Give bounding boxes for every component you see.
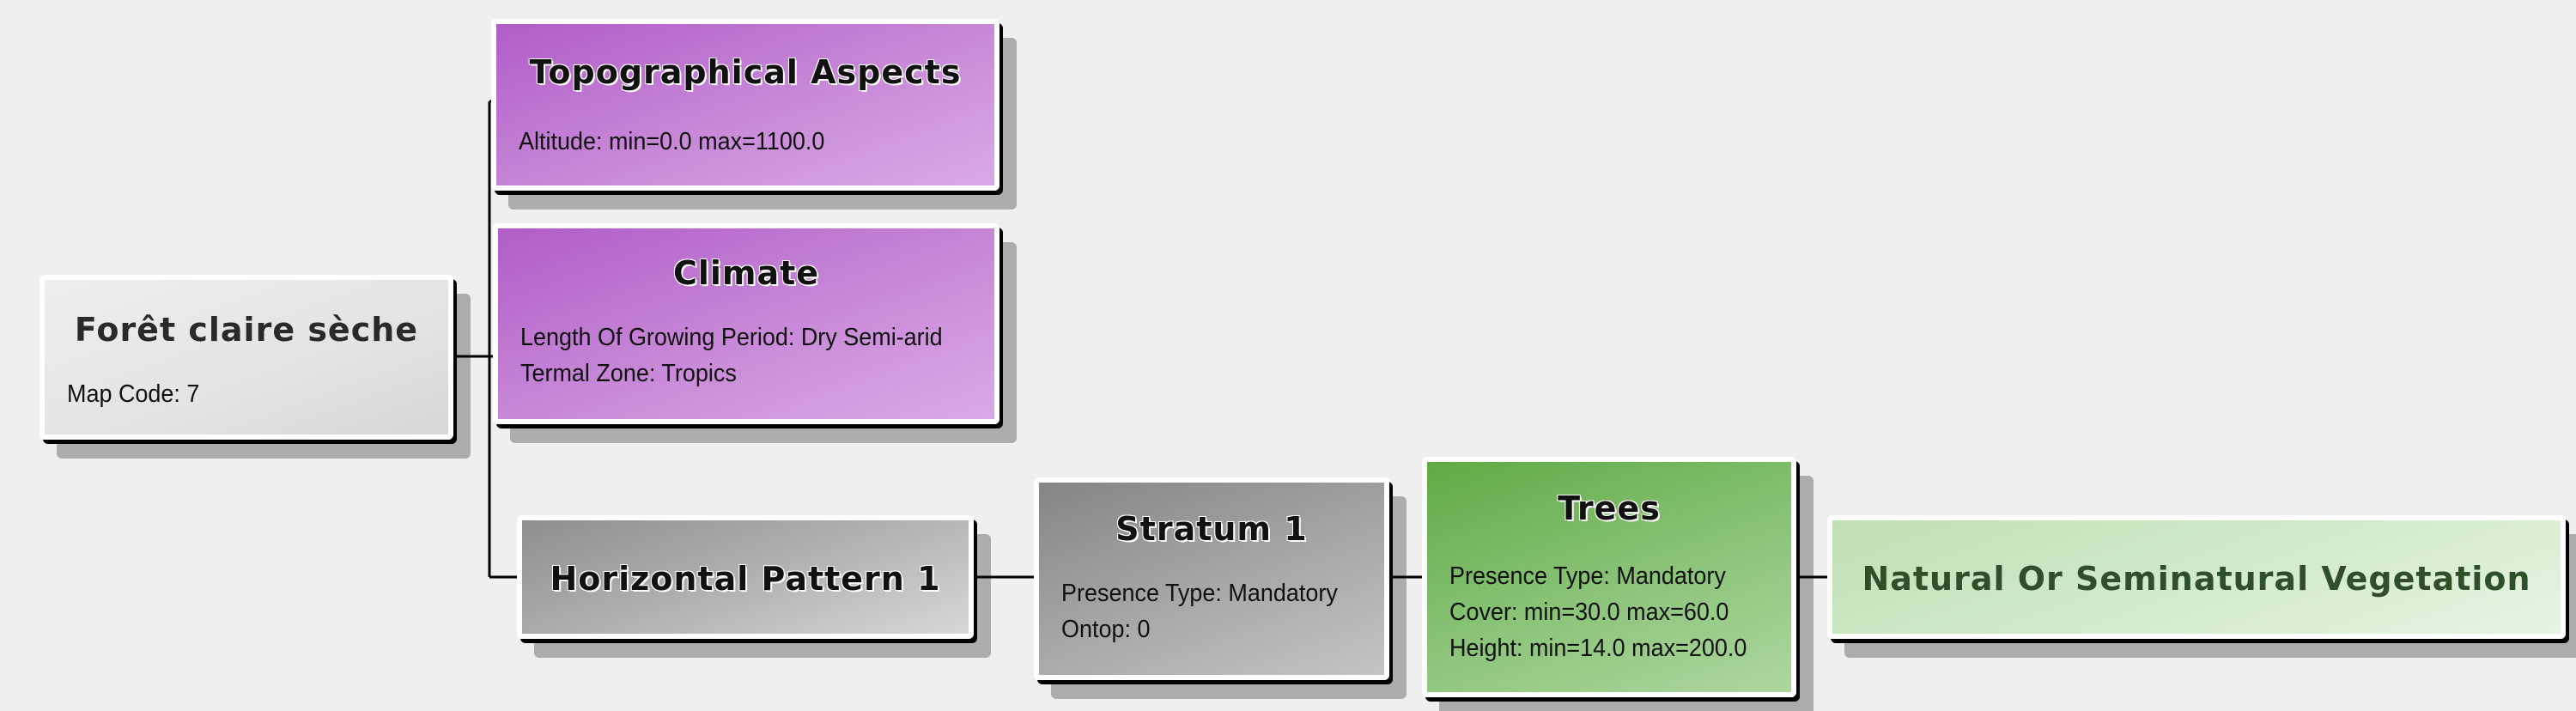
node-trees-body: Presence Type: Mandatory Cover: min=30.0…: [1449, 558, 1759, 666]
node-climate-line: Termal Zone: Tropics: [520, 360, 737, 387]
node-root-body: Map Code: 7: [67, 376, 414, 412]
node-trees-title: Trees: [1558, 489, 1661, 527]
node-trees-line: Presence Type: Mandatory: [1449, 562, 1726, 590]
node-topo-line: Altitude: min=0.0 max=1100.0: [519, 128, 825, 155]
node-vegetation-title: Natural Or Seminatural Vegetation: [1862, 560, 2531, 598]
node-topo-body: Altitude: min=0.0 max=1100.0: [519, 124, 953, 160]
node-root-title: Forêt claire sèche: [74, 311, 419, 349]
node-climate[interactable]: Climate Length Of Growing Period: Dry Se…: [493, 223, 999, 424]
node-stratum-title: Stratum 1: [1115, 510, 1308, 548]
node-horizontal-pattern[interactable]: Horizontal Pattern 1: [517, 515, 974, 639]
node-horizontal-title: Horizontal Pattern 1: [550, 560, 941, 598]
node-root-line: Map Code: 7: [67, 380, 200, 408]
node-climate-body: Length Of Growing Period: Dry Semi-arid …: [520, 319, 953, 392]
node-trees-line: Height: min=14.0 max=200.0: [1449, 635, 1747, 662]
node-climate-line: Length Of Growing Period: Dry Semi-arid: [520, 324, 943, 351]
node-stratum-body: Presence Type: Mandatory Ontop: 0: [1061, 575, 1353, 647]
node-stratum-line: Presence Type: Mandatory: [1061, 580, 1338, 607]
node-topo-title: Topographical Aspects: [529, 53, 962, 91]
node-trees[interactable]: Trees Presence Type: Mandatory Cover: mi…: [1422, 457, 1796, 697]
node-root[interactable]: Forêt claire sèche Map Code: 7: [39, 275, 453, 440]
node-topographical-aspects[interactable]: Topographical Aspects Altitude: min=0.0 …: [491, 19, 999, 191]
node-stratum-line: Ontop: 0: [1061, 616, 1151, 643]
node-stratum[interactable]: Stratum 1 Presence Type: Mandatory Ontop…: [1034, 477, 1389, 680]
node-natural-vegetation[interactable]: Natural Or Seminatural Vegetation: [1827, 515, 2566, 639]
node-trees-line: Cover: min=30.0 max=60.0: [1449, 599, 1729, 626]
node-climate-title: Climate: [672, 254, 820, 292]
